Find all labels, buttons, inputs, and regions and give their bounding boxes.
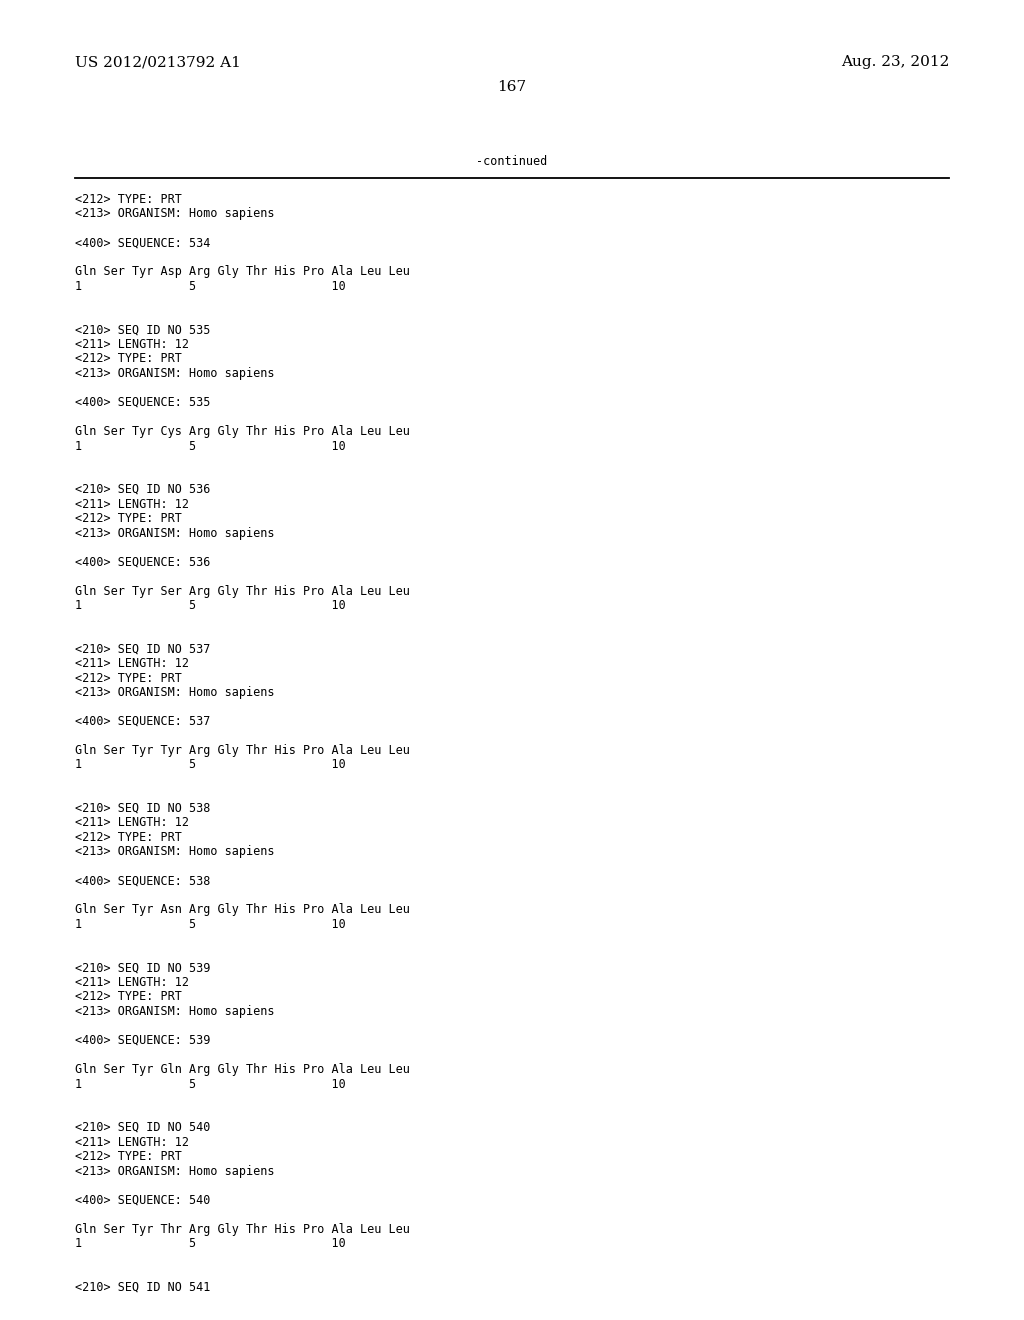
Text: 1               5                   10: 1 5 10 — [75, 917, 346, 931]
Text: 1               5                   10: 1 5 10 — [75, 280, 346, 293]
Text: <212> TYPE: PRT: <212> TYPE: PRT — [75, 193, 182, 206]
Text: <213> ORGANISM: Homo sapiens: <213> ORGANISM: Homo sapiens — [75, 367, 274, 380]
Text: Aug. 23, 2012: Aug. 23, 2012 — [841, 55, 949, 69]
Text: <213> ORGANISM: Homo sapiens: <213> ORGANISM: Homo sapiens — [75, 686, 274, 700]
Text: <400> SEQUENCE: 534: <400> SEQUENCE: 534 — [75, 236, 210, 249]
Text: <212> TYPE: PRT: <212> TYPE: PRT — [75, 352, 182, 366]
Text: <400> SEQUENCE: 537: <400> SEQUENCE: 537 — [75, 715, 210, 729]
Text: Gln Ser Tyr Tyr Arg Gly Thr His Pro Ala Leu Leu: Gln Ser Tyr Tyr Arg Gly Thr His Pro Ala … — [75, 744, 410, 756]
Text: <400> SEQUENCE: 535: <400> SEQUENCE: 535 — [75, 396, 210, 409]
Text: <210> SEQ ID NO 537: <210> SEQ ID NO 537 — [75, 643, 210, 656]
Text: <213> ORGANISM: Homo sapiens: <213> ORGANISM: Homo sapiens — [75, 207, 274, 220]
Text: <213> ORGANISM: Homo sapiens: <213> ORGANISM: Homo sapiens — [75, 1005, 274, 1018]
Text: Gln Ser Tyr Thr Arg Gly Thr His Pro Ala Leu Leu: Gln Ser Tyr Thr Arg Gly Thr His Pro Ala … — [75, 1222, 410, 1236]
Text: <211> LENGTH: 12: <211> LENGTH: 12 — [75, 1135, 189, 1148]
Text: <213> ORGANISM: Homo sapiens: <213> ORGANISM: Homo sapiens — [75, 846, 274, 858]
Text: 1               5                   10: 1 5 10 — [75, 440, 346, 453]
Text: Gln Ser Tyr Asp Arg Gly Thr His Pro Ala Leu Leu: Gln Ser Tyr Asp Arg Gly Thr His Pro Ala … — [75, 265, 410, 279]
Text: <210> SEQ ID NO 541: <210> SEQ ID NO 541 — [75, 1280, 210, 1294]
Text: Gln Ser Tyr Cys Arg Gly Thr His Pro Ala Leu Leu: Gln Ser Tyr Cys Arg Gly Thr His Pro Ala … — [75, 425, 410, 438]
Text: <212> TYPE: PRT: <212> TYPE: PRT — [75, 990, 182, 1003]
Text: <210> SEQ ID NO 536: <210> SEQ ID NO 536 — [75, 483, 210, 496]
Text: 1               5                   10: 1 5 10 — [75, 1077, 346, 1090]
Text: Gln Ser Tyr Asn Arg Gly Thr His Pro Ala Leu Leu: Gln Ser Tyr Asn Arg Gly Thr His Pro Ala … — [75, 903, 410, 916]
Text: <211> LENGTH: 12: <211> LENGTH: 12 — [75, 657, 189, 671]
Text: <210> SEQ ID NO 539: <210> SEQ ID NO 539 — [75, 961, 210, 974]
Text: <212> TYPE: PRT: <212> TYPE: PRT — [75, 832, 182, 843]
Text: Gln Ser Tyr Ser Arg Gly Thr His Pro Ala Leu Leu: Gln Ser Tyr Ser Arg Gly Thr His Pro Ala … — [75, 585, 410, 598]
Text: 1               5                   10: 1 5 10 — [75, 1237, 346, 1250]
Text: <212> TYPE: PRT: <212> TYPE: PRT — [75, 1150, 182, 1163]
Text: 1               5                   10: 1 5 10 — [75, 599, 346, 612]
Text: US 2012/0213792 A1: US 2012/0213792 A1 — [75, 55, 241, 69]
Text: <210> SEQ ID NO 540: <210> SEQ ID NO 540 — [75, 1121, 210, 1134]
Text: 167: 167 — [498, 81, 526, 94]
Text: <211> LENGTH: 12: <211> LENGTH: 12 — [75, 817, 189, 829]
Text: <400> SEQUENCE: 536: <400> SEQUENCE: 536 — [75, 556, 210, 569]
Text: <212> TYPE: PRT: <212> TYPE: PRT — [75, 672, 182, 685]
Text: <213> ORGANISM: Homo sapiens: <213> ORGANISM: Homo sapiens — [75, 527, 274, 540]
Text: Gln Ser Tyr Gln Arg Gly Thr His Pro Ala Leu Leu: Gln Ser Tyr Gln Arg Gly Thr His Pro Ala … — [75, 1063, 410, 1076]
Text: <212> TYPE: PRT: <212> TYPE: PRT — [75, 512, 182, 525]
Text: <210> SEQ ID NO 538: <210> SEQ ID NO 538 — [75, 803, 210, 814]
Text: <400> SEQUENCE: 540: <400> SEQUENCE: 540 — [75, 1193, 210, 1206]
Text: <213> ORGANISM: Homo sapiens: <213> ORGANISM: Homo sapiens — [75, 1164, 274, 1177]
Text: 1               5                   10: 1 5 10 — [75, 759, 346, 771]
Text: <211> LENGTH: 12: <211> LENGTH: 12 — [75, 975, 189, 989]
Text: -continued: -continued — [476, 154, 548, 168]
Text: <211> LENGTH: 12: <211> LENGTH: 12 — [75, 498, 189, 511]
Text: <400> SEQUENCE: 538: <400> SEQUENCE: 538 — [75, 874, 210, 887]
Text: <400> SEQUENCE: 539: <400> SEQUENCE: 539 — [75, 1034, 210, 1047]
Text: <211> LENGTH: 12: <211> LENGTH: 12 — [75, 338, 189, 351]
Text: <210> SEQ ID NO 535: <210> SEQ ID NO 535 — [75, 323, 210, 337]
